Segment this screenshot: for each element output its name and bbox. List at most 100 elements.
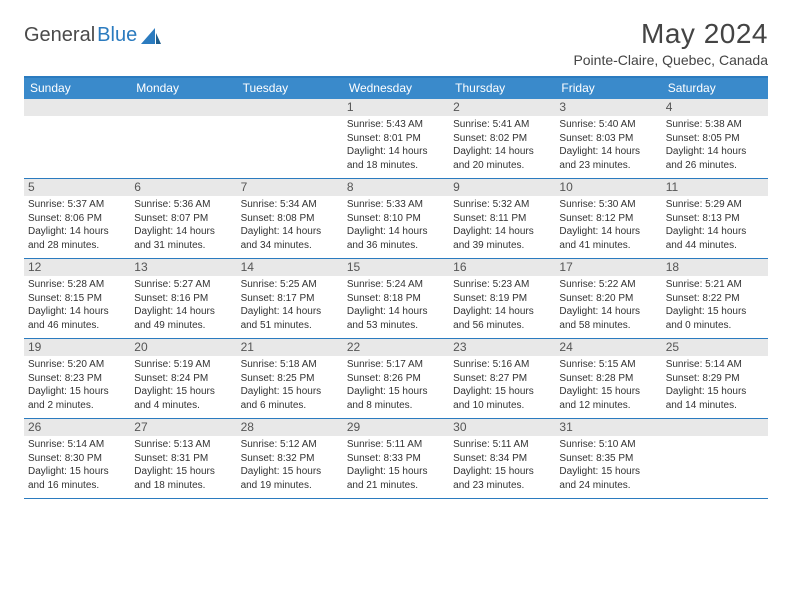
info-line: and 0 minutes. [666, 319, 764, 333]
logo-text-1: General [24, 24, 95, 47]
info-line: Sunset: 8:11 PM [453, 212, 551, 226]
day-number: 6 [130, 179, 236, 196]
info-line: and 18 minutes. [347, 159, 445, 173]
info-line: Sunrise: 5:14 AM [28, 438, 126, 452]
day-cell: 2Sunrise: 5:41 AMSunset: 8:02 PMDaylight… [449, 99, 555, 178]
info-line: Daylight: 14 hours [347, 225, 445, 239]
day-cell: 18Sunrise: 5:21 AMSunset: 8:22 PMDayligh… [662, 259, 768, 338]
info-line: Sunset: 8:23 PM [28, 372, 126, 386]
info-line: and 39 minutes. [453, 239, 551, 253]
info-line: Sunrise: 5:27 AM [134, 278, 232, 292]
day-cell: 22 Sunrise: 5:17 AMSunset: 8:26 PMDayligh… [343, 339, 449, 418]
info-line: Daylight: 15 hours [347, 385, 445, 399]
info-line: and 34 minutes. [241, 239, 339, 253]
info-line: Daylight: 14 hours [559, 225, 657, 239]
info-line: Sunset: 8:08 PM [241, 212, 339, 226]
day-number: 28 [237, 419, 343, 436]
info-line: Daylight: 14 hours [134, 305, 232, 319]
info-line: Sunrise: 5:33 AM [347, 198, 445, 212]
day-cell [24, 99, 130, 178]
info-line: Daylight: 14 hours [453, 225, 551, 239]
info-line: Sunset: 8:13 PM [666, 212, 764, 226]
day-info: Sunrise: 5:11 AMSunset: 8:33 PMDaylight:… [347, 438, 445, 492]
info-line: Sunset: 8:27 PM [453, 372, 551, 386]
day-number: 13 [130, 259, 236, 276]
info-line: and 58 minutes. [559, 319, 657, 333]
day-number: 27 [130, 419, 236, 436]
info-line: Daylight: 14 hours [559, 305, 657, 319]
info-line: and 23 minutes. [559, 159, 657, 173]
info-line: Sunset: 8:29 PM [666, 372, 764, 386]
day-number: 20 [130, 339, 236, 356]
day-number: 4 [662, 99, 768, 116]
info-line: Daylight: 15 hours [241, 385, 339, 399]
day-info: Sunrise: 5:15 AMSunset: 8:28 PMDaylight:… [559, 358, 657, 412]
day-number: 3 [555, 99, 661, 116]
day-info: Sunrise: 5:17 AMSunset: 8:26 PMDaylight:… [347, 358, 445, 412]
day-number: 19 [24, 339, 130, 356]
info-line: Sunset: 8:18 PM [347, 292, 445, 306]
day-cell: 1Sunrise: 5:43 AMSunset: 8:01 PMDaylight… [343, 99, 449, 178]
info-line: Daylight: 15 hours [134, 465, 232, 479]
info-line: Daylight: 14 hours [134, 225, 232, 239]
info-line: and 21 minutes. [347, 479, 445, 493]
day-number: 2 [449, 99, 555, 116]
day-number: 8 [343, 179, 449, 196]
info-line: and 46 minutes. [28, 319, 126, 333]
info-line: Sunrise: 5:24 AM [347, 278, 445, 292]
info-line: Daylight: 14 hours [347, 145, 445, 159]
info-line: and 19 minutes. [241, 479, 339, 493]
info-line: Daylight: 15 hours [453, 465, 551, 479]
info-line: and 28 minutes. [28, 239, 126, 253]
day-info: Sunrise: 5:25 AMSunset: 8:17 PMDaylight:… [241, 278, 339, 332]
info-line: Daylight: 14 hours [453, 145, 551, 159]
info-line: Sunrise: 5:14 AM [666, 358, 764, 372]
sail-icon [141, 28, 161, 44]
day-cell: 28Sunrise: 5:12 AMSunset: 8:32 PMDayligh… [237, 419, 343, 498]
day-cell: 21Sunrise: 5:18 AMSunset: 8:25 PMDayligh… [237, 339, 343, 418]
info-line: Sunrise: 5:18 AM [241, 358, 339, 372]
info-line: Sunset: 8:34 PM [453, 452, 551, 466]
day-cell: 23Sunrise: 5:16 AMSunset: 8:27 PMDayligh… [449, 339, 555, 418]
info-line: Sunset: 8:25 PM [241, 372, 339, 386]
weeks-container: 1Sunrise: 5:43 AMSunset: 8:01 PMDaylight… [24, 99, 768, 499]
info-line: Sunrise: 5:28 AM [28, 278, 126, 292]
day-number: 15 [343, 259, 449, 276]
info-line: Daylight: 15 hours [666, 305, 764, 319]
day-info: Sunrise: 5:11 AMSunset: 8:34 PMDaylight:… [453, 438, 551, 492]
info-line: Sunrise: 5:10 AM [559, 438, 657, 452]
day-info: Sunrise: 5:36 AMSunset: 8:07 PMDaylight:… [134, 198, 232, 252]
day-number: 22 [343, 339, 449, 356]
day-cell: 17Sunrise: 5:22 AMSunset: 8:20 PMDayligh… [555, 259, 661, 338]
info-line: Daylight: 15 hours [559, 385, 657, 399]
info-line: and 51 minutes. [241, 319, 339, 333]
info-line: Sunset: 8:28 PM [559, 372, 657, 386]
info-line: and 12 minutes. [559, 399, 657, 413]
info-line: Sunset: 8:26 PM [347, 372, 445, 386]
info-line: Daylight: 14 hours [241, 225, 339, 239]
day-info: Sunrise: 5:34 AMSunset: 8:08 PMDaylight:… [241, 198, 339, 252]
week-row: 26Sunrise: 5:14 AMSunset: 8:30 PMDayligh… [24, 419, 768, 499]
info-line: and 44 minutes. [666, 239, 764, 253]
day-cell: 7 Sunrise: 5:34 AMSunset: 8:08 PMDaylight… [237, 179, 343, 258]
day-number: 7 [237, 179, 343, 196]
info-line: and 26 minutes. [666, 159, 764, 173]
day-number [662, 419, 768, 436]
info-line: Sunset: 8:07 PM [134, 212, 232, 226]
day-number [130, 99, 236, 116]
day-info: Sunrise: 5:28 AMSunset: 8:15 PMDaylight:… [28, 278, 126, 332]
day-number: 10 [555, 179, 661, 196]
info-line: Sunrise: 5:36 AM [134, 198, 232, 212]
calendar-page: GeneralBlue May 2024 Pointe-Claire, Queb… [0, 0, 792, 509]
info-line: Daylight: 15 hours [347, 465, 445, 479]
info-line: and 53 minutes. [347, 319, 445, 333]
day-info: Sunrise: 5:21 AMSunset: 8:22 PMDaylight:… [666, 278, 764, 332]
info-line: Sunrise: 5:21 AM [666, 278, 764, 292]
info-line: Daylight: 15 hours [559, 465, 657, 479]
info-line: Sunrise: 5:12 AM [241, 438, 339, 452]
info-line: Sunset: 8:10 PM [347, 212, 445, 226]
day-info: Sunrise: 5:10 AMSunset: 8:35 PMDaylight:… [559, 438, 657, 492]
day-number: 25 [662, 339, 768, 356]
info-line: Daylight: 14 hours [666, 225, 764, 239]
info-line: Sunset: 8:17 PM [241, 292, 339, 306]
